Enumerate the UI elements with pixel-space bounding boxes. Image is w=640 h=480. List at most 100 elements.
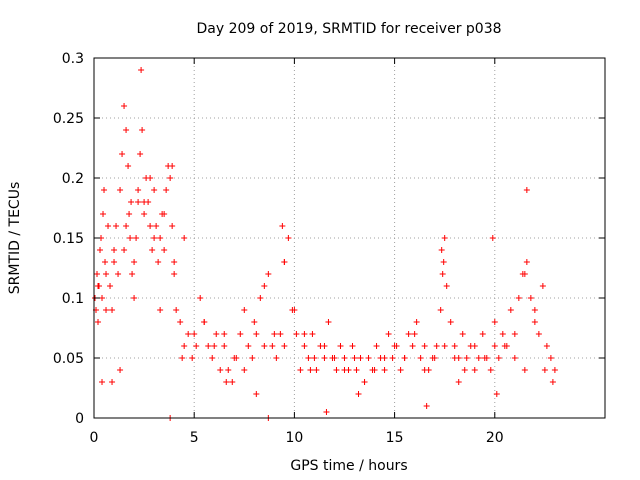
data-point xyxy=(353,367,360,373)
data-point xyxy=(225,367,232,373)
data-point xyxy=(475,355,482,361)
data-point xyxy=(139,127,146,133)
data-point xyxy=(409,343,416,349)
data-point xyxy=(551,367,558,373)
data-point xyxy=(433,343,440,349)
data-point xyxy=(499,331,506,337)
data-point xyxy=(523,259,530,265)
data-point xyxy=(531,319,538,325)
data-point xyxy=(401,355,408,361)
data-point xyxy=(111,247,118,253)
data-point xyxy=(109,307,116,313)
data-point xyxy=(157,307,164,313)
x-tick-label: 5 xyxy=(190,430,199,446)
data-point xyxy=(95,283,102,289)
y-tick-label: 0.3 xyxy=(62,51,84,67)
x-tick-label: 10 xyxy=(285,430,303,446)
data-point xyxy=(447,319,454,325)
data-point xyxy=(151,187,158,193)
data-point xyxy=(117,367,124,373)
data-point xyxy=(253,331,260,337)
data-point xyxy=(251,319,258,325)
data-point xyxy=(221,343,228,349)
data-point xyxy=(471,343,478,349)
data-point xyxy=(171,271,178,277)
data-point xyxy=(245,343,252,349)
data-point xyxy=(269,343,276,349)
data-point xyxy=(231,355,238,361)
data-point xyxy=(439,271,446,277)
grid-lines xyxy=(94,58,605,418)
data-point xyxy=(99,379,106,385)
data-point xyxy=(147,175,154,181)
data-point xyxy=(455,379,462,385)
data-point xyxy=(185,331,192,337)
data-point xyxy=(211,343,218,349)
data-point xyxy=(209,355,216,361)
data-point xyxy=(138,67,145,73)
data-point xyxy=(337,343,344,349)
data-point xyxy=(99,295,106,301)
data-point xyxy=(511,355,518,361)
data-point xyxy=(201,319,208,325)
data-point xyxy=(438,247,445,253)
data-point xyxy=(489,235,496,241)
data-point xyxy=(547,355,554,361)
tick-labels: 0 0.05 0.1 0.15 0.2 0.25 0.3 0 5 10 15 20 xyxy=(53,51,504,446)
data-point xyxy=(173,307,180,313)
data-point xyxy=(411,331,418,337)
data-point xyxy=(171,259,178,265)
data-point xyxy=(169,223,176,229)
data-point xyxy=(471,367,478,373)
data-point xyxy=(321,343,328,349)
data-point xyxy=(133,235,140,241)
data-point xyxy=(131,295,138,301)
data-point xyxy=(365,355,372,361)
data-point xyxy=(511,331,518,337)
data-point xyxy=(123,127,130,133)
data-point xyxy=(531,307,538,313)
data-point xyxy=(495,355,502,361)
data-point xyxy=(107,283,114,289)
data-point xyxy=(163,187,170,193)
data-point xyxy=(141,199,148,205)
data-point xyxy=(121,247,128,253)
data-point xyxy=(297,367,304,373)
data-point xyxy=(355,391,362,397)
data-point xyxy=(277,331,284,337)
data-point xyxy=(423,403,430,409)
data-point xyxy=(257,295,264,301)
data-point xyxy=(193,343,200,349)
data-point xyxy=(323,409,330,415)
data-point xyxy=(223,379,230,385)
y-tick-label: 0.05 xyxy=(53,351,84,367)
data-point xyxy=(115,271,122,277)
data-point xyxy=(309,331,316,337)
data-point xyxy=(443,283,450,289)
data-point xyxy=(135,187,142,193)
data-point xyxy=(405,331,412,337)
data-point xyxy=(111,259,118,265)
data-point xyxy=(125,163,132,169)
x-tick-label: 20 xyxy=(486,430,504,446)
data-point xyxy=(451,355,458,361)
data-point xyxy=(177,319,184,325)
data-point xyxy=(109,379,116,385)
data-point xyxy=(313,367,320,373)
data-point xyxy=(127,235,134,241)
data-point xyxy=(479,331,486,337)
data-point xyxy=(491,319,498,325)
y-axis-label: SRMTID / TECUs xyxy=(7,182,23,295)
data-point xyxy=(391,343,398,349)
data-point xyxy=(197,295,204,301)
data-point xyxy=(361,379,368,385)
data-point xyxy=(461,367,468,373)
data-point xyxy=(543,343,550,349)
data-point xyxy=(157,235,164,241)
data-point xyxy=(291,307,298,313)
data-point xyxy=(249,355,256,361)
data-point xyxy=(451,343,458,349)
data-point xyxy=(273,355,280,361)
data-point xyxy=(515,295,522,301)
